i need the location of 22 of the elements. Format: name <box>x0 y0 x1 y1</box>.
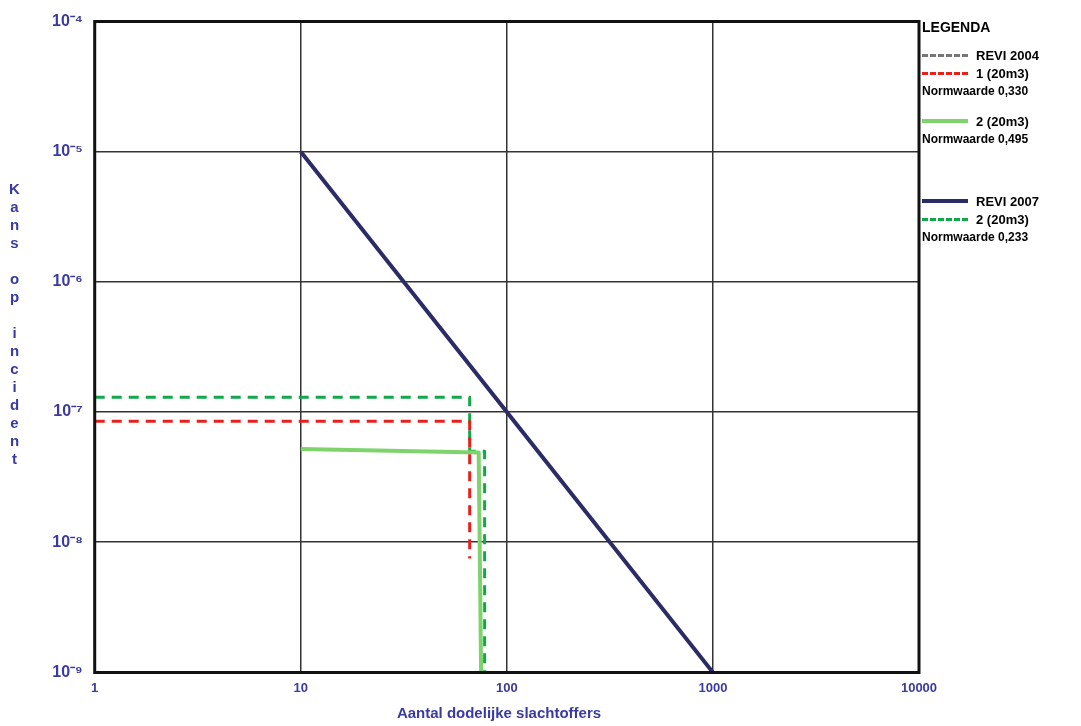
y-tick-label: 10⁻⁵ <box>52 142 83 160</box>
y-tick-label: 10⁻⁸ <box>52 532 83 550</box>
text: Normwaarde 0,330 <box>922 83 1030 100</box>
legend-label: 2 (20m3) <box>976 113 1029 129</box>
legend-title: LEGENDA <box>922 18 992 36</box>
text: REVI 2004 <box>976 47 1039 63</box>
legend-label: 1 (20m3) <box>976 65 1029 81</box>
x-tick-label: 1000 <box>698 679 728 695</box>
y-tick-label: 10⁻⁷ <box>53 402 83 420</box>
legend-label: 2 (20m3) <box>976 211 1029 227</box>
y-tick-label: 10⁻⁴ <box>51 12 83 30</box>
x-axis-title: Aantal dodelijke slachtoffers <box>395 704 603 721</box>
y-axis-title: Kans op incident <box>6 180 23 470</box>
text: Normwaarde 0,495 <box>922 131 1030 148</box>
x-tick-label: 1 <box>91 679 99 695</box>
x-tick-label: 100 <box>496 679 518 695</box>
y-tick-label: 10⁻⁶ <box>52 272 83 290</box>
y-tick-label: 10⁻⁹ <box>52 662 83 680</box>
text: Normwaarde 0,233 <box>922 229 1030 246</box>
x-tick-label: 10000 <box>900 679 938 695</box>
legend-label: REVI 2007 <box>976 193 1039 209</box>
x-tick-label: 10 <box>293 679 309 695</box>
